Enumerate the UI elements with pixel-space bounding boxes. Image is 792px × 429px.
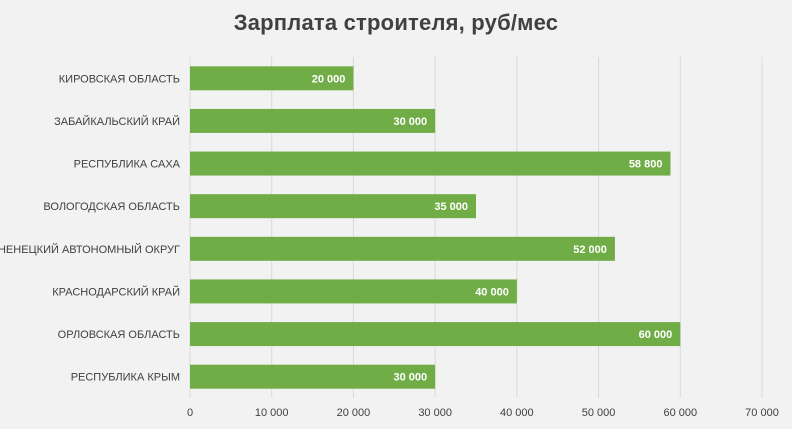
data-label: 52 000 — [573, 244, 607, 256]
data-label: 35 000 — [434, 201, 468, 213]
x-tick-label: 10 000 — [255, 407, 289, 419]
category-label: ЗАБАЙКАЛЬСКИЙ КРАЙ — [54, 115, 180, 128]
category-label: КИРОВСКАЯ ОБЛАСТЬ — [59, 73, 180, 85]
x-tick-label: 70 000 — [745, 407, 779, 419]
chart-title: Зарплата строителя, руб/мес — [233, 10, 559, 35]
x-tick-label: 20 000 — [337, 407, 371, 419]
bar — [190, 151, 671, 176]
category-label: РЕСПУБЛИКА САХА — [74, 159, 181, 171]
bar — [190, 322, 681, 347]
data-label: 40 000 — [475, 286, 509, 298]
bar — [190, 279, 517, 304]
category-label: ОРЛОВСКАЯ ОБЛАСТЬ — [58, 329, 180, 341]
x-tick-label: 0 — [187, 407, 193, 419]
data-label: 30 000 — [393, 116, 427, 128]
x-tick-label: 60 000 — [663, 407, 697, 419]
bar — [190, 236, 615, 261]
data-label: 20 000 — [312, 73, 346, 85]
bar — [190, 66, 354, 91]
x-tick-label: 40 000 — [500, 407, 534, 419]
data-label: 60 000 — [639, 329, 673, 341]
data-label: 30 000 — [393, 372, 427, 384]
category-label: КРАСНОДАРСКИЙ КРАЙ — [52, 285, 180, 298]
category-label: НЕНЕЦКИЙ АВТОНОМНЫЙ ОКРУГ — [0, 243, 180, 256]
bar — [190, 108, 436, 133]
data-label: 58 800 — [629, 159, 663, 171]
bar — [190, 194, 476, 219]
category-label: ВОЛОГОДСКАЯ ОБЛАСТЬ — [43, 201, 180, 213]
bar — [190, 364, 436, 389]
x-tick-label: 30 000 — [418, 407, 452, 419]
category-label: РЕСПУБЛИКА КРЫМ — [71, 372, 180, 384]
x-tick-label: 50 000 — [582, 407, 616, 419]
